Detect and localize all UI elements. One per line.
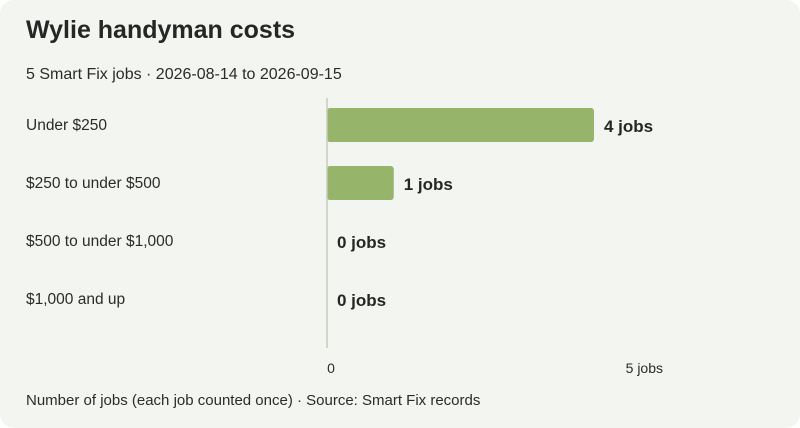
category-label: Under $250 [26, 117, 107, 134]
category-label: $1,000 and up [26, 291, 125, 308]
tick-label: 0 [327, 360, 335, 376]
chart-title: Wylie handyman costs [26, 16, 296, 44]
bar [327, 166, 394, 200]
chart-footer-note: Number of jobs (each job counted once) ·… [26, 392, 481, 409]
value-label: 4 jobs [604, 117, 653, 136]
value-label: 1 jobs [404, 175, 453, 194]
bar [327, 108, 594, 142]
value-label: 0 jobs [337, 233, 386, 252]
category-label: $250 to under $500 [26, 175, 161, 192]
tick-label: 5 jobs [626, 360, 663, 376]
value-label: 0 jobs [337, 291, 386, 310]
chart-subtitle: 5 Smart Fix jobs · 2026-08-14 to 2026-09… [26, 66, 342, 83]
category-label: $500 to under $1,000 [26, 233, 174, 250]
